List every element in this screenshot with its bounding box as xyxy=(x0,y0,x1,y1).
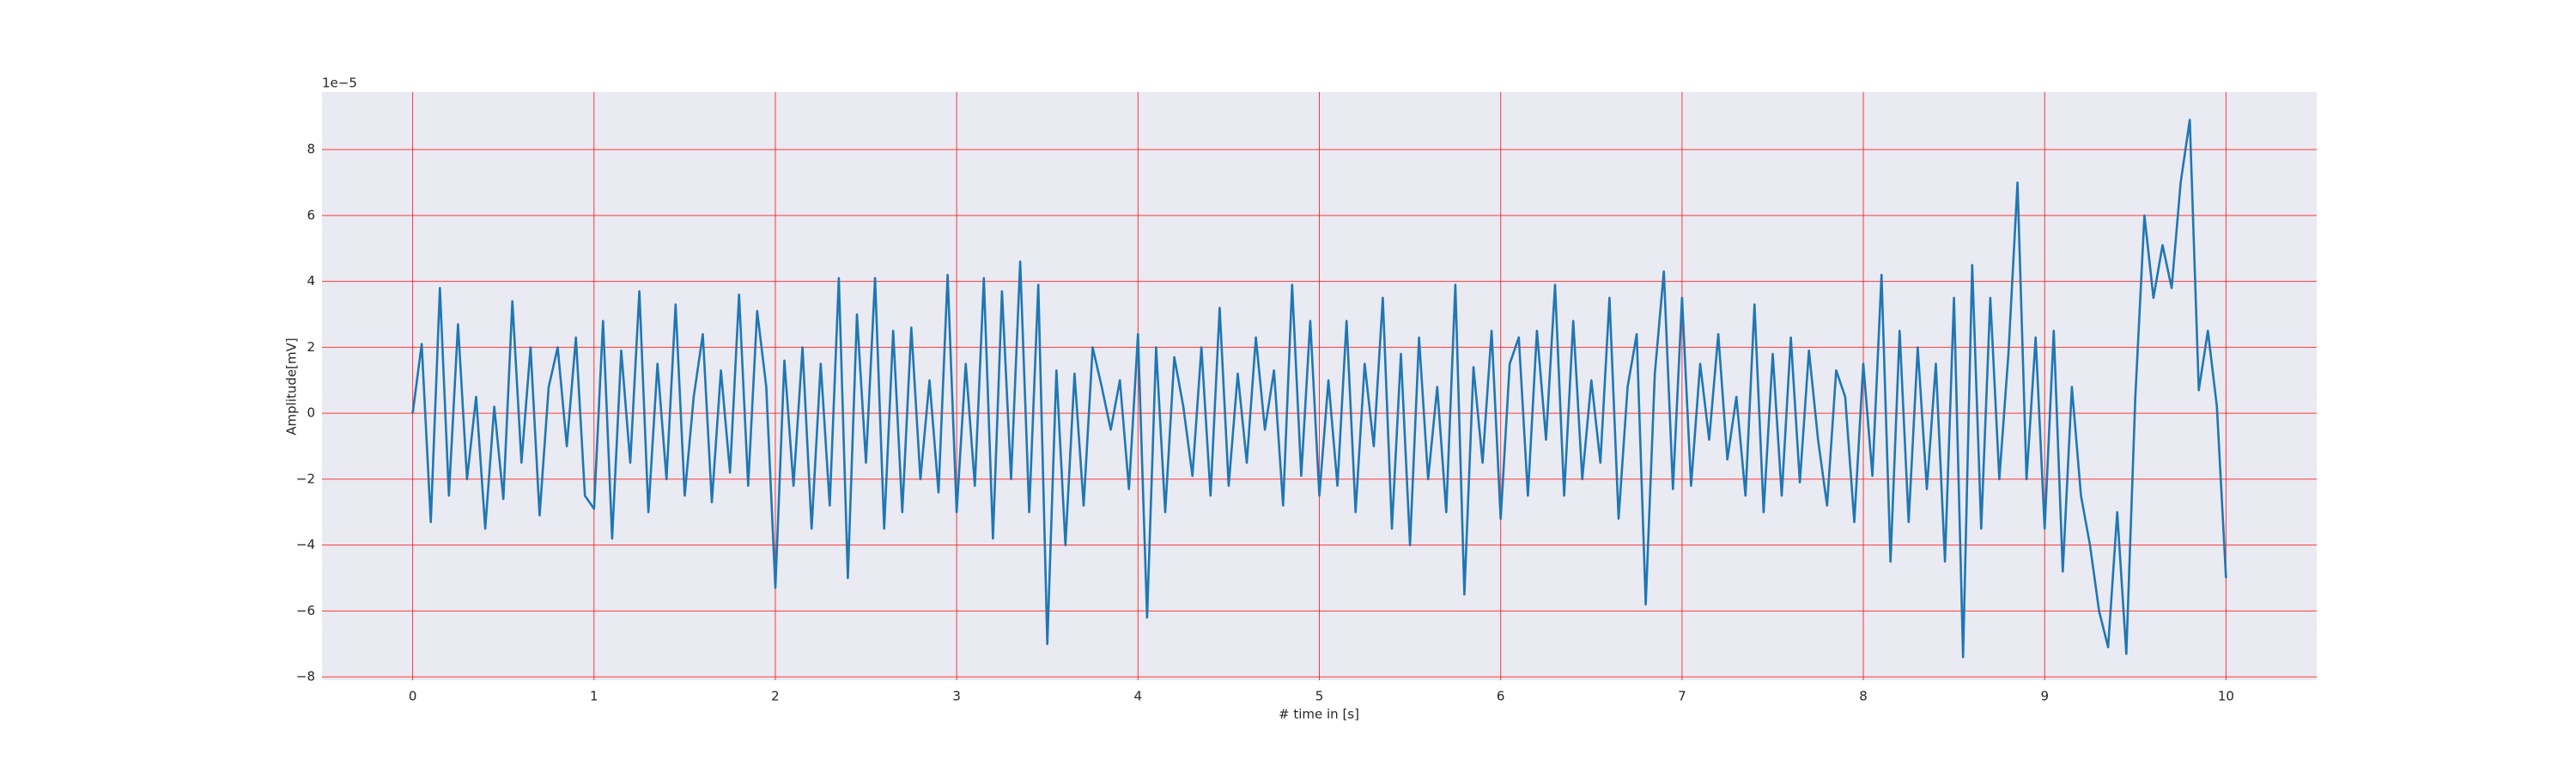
y-tick-label: −4 xyxy=(296,537,315,552)
x-tick-label: 5 xyxy=(1315,689,1324,704)
x-tick-label: 7 xyxy=(1678,689,1686,704)
y-tick-label: −2 xyxy=(296,471,315,486)
y-offset-label: 1e−5 xyxy=(322,76,357,91)
y-tick-label: −6 xyxy=(296,603,315,618)
x-tick-label: 1 xyxy=(590,689,598,704)
x-tick-label: 0 xyxy=(409,689,417,704)
y-axis-label: Amplitude[mV] xyxy=(284,338,300,435)
y-tick-label: −8 xyxy=(296,669,315,685)
x-tick-label: 4 xyxy=(1134,689,1143,704)
x-tick-label: 10 xyxy=(2218,689,2234,704)
x-tick-label: 9 xyxy=(2040,689,2049,704)
x-axis-label: # time in [s] xyxy=(1279,707,1359,722)
y-tick-label: 2 xyxy=(307,339,315,355)
x-tick-label: 2 xyxy=(771,689,780,704)
y-tick-label: 8 xyxy=(307,142,315,157)
x-tick-label: 3 xyxy=(952,689,961,704)
y-tick-label: 0 xyxy=(307,405,315,421)
y-tick-label: 4 xyxy=(307,273,315,289)
line-series xyxy=(411,119,2227,659)
y-tick-label: 6 xyxy=(307,207,315,222)
x-tick-label: 6 xyxy=(1497,689,1505,704)
x-tick-label: 8 xyxy=(1859,689,1868,704)
